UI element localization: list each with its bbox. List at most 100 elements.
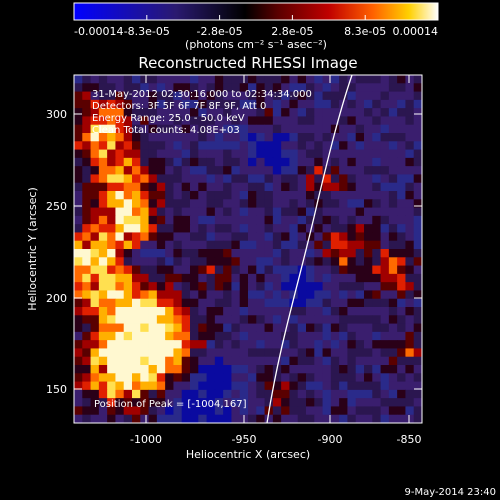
image-pixel	[264, 365, 274, 374]
image-pixel	[223, 75, 232, 84]
image-pixel	[181, 240, 191, 250]
image-pixel	[123, 157, 133, 167]
image-pixel	[297, 398, 307, 407]
image-pixel	[380, 108, 390, 117]
image-pixel	[322, 257, 332, 266]
image-pixel	[115, 99, 125, 109]
image-pixel	[339, 141, 348, 150]
image-pixel	[355, 290, 365, 300]
image-pixel	[289, 249, 299, 258]
image-pixel	[347, 398, 357, 407]
image-pixel	[98, 307, 108, 316]
image-pixel	[132, 290, 141, 300]
image-pixel	[198, 365, 207, 374]
image-pixel	[380, 141, 390, 150]
image-pixel	[82, 257, 91, 266]
image-pixel	[339, 215, 348, 225]
image-pixel	[248, 108, 257, 117]
image-pixel	[231, 373, 241, 382]
image-pixel	[256, 240, 265, 250]
image-pixel	[198, 149, 207, 159]
image-pixel	[264, 215, 274, 225]
image-pixel	[330, 389, 340, 399]
image-pixel	[156, 315, 166, 324]
image-pixel	[297, 265, 307, 275]
image-pixel	[107, 389, 116, 399]
image-pixel	[405, 182, 415, 192]
image-pixel	[231, 406, 241, 416]
image-pixel	[413, 398, 422, 407]
image-pixel	[281, 265, 290, 275]
image-pixel	[347, 191, 357, 200]
image-pixel	[330, 75, 340, 84]
image-pixel	[413, 265, 422, 275]
image-pixel	[107, 348, 116, 358]
image-pixel	[306, 307, 315, 316]
image-pixel	[173, 249, 183, 258]
image-pixel	[90, 348, 100, 358]
image-pixel	[289, 290, 299, 300]
image-pixel	[74, 141, 83, 150]
image-pixel	[322, 91, 332, 101]
image-pixel	[281, 207, 290, 217]
image-pixel	[82, 365, 91, 374]
image-pixel	[281, 257, 290, 266]
image-pixel	[123, 315, 133, 324]
image-pixel	[148, 298, 158, 308]
image-pixel	[322, 323, 332, 333]
image-pixel	[413, 307, 422, 316]
image-pixel	[256, 232, 265, 242]
image-pixel	[306, 398, 315, 407]
image-pixel	[156, 389, 166, 399]
image-pixel	[74, 398, 83, 407]
image-pixel	[322, 224, 332, 233]
image-pixel	[74, 356, 83, 366]
image-pixel	[314, 282, 323, 291]
image-pixel	[314, 365, 323, 374]
image-pixel	[214, 91, 224, 101]
image-pixel	[248, 331, 257, 341]
image-pixel	[248, 149, 257, 159]
colorbar-tick-label: -8.3e-05	[124, 25, 170, 38]
image-pixel	[82, 141, 91, 150]
image-pixel	[297, 91, 307, 101]
image-pixel	[223, 398, 232, 407]
image-pixel	[206, 149, 216, 159]
image-pixel	[198, 273, 207, 283]
image-pixel	[297, 323, 307, 333]
image-pixel	[281, 249, 290, 258]
image-pixel	[181, 108, 191, 117]
image-pixel	[330, 240, 340, 250]
image-pixel	[405, 116, 415, 126]
image-pixel	[364, 389, 373, 399]
image-pixel	[397, 199, 406, 208]
image-pixel	[314, 99, 323, 109]
image-pixel	[165, 91, 174, 101]
image-pixel	[306, 381, 315, 391]
image-pixel	[223, 174, 232, 184]
image-pixel	[148, 323, 158, 333]
plot-frame	[73, 74, 423, 424]
image-pixel	[405, 290, 415, 300]
image-pixel	[388, 141, 398, 150]
image-pixel	[355, 356, 365, 366]
image-pixel	[339, 290, 348, 300]
image-pixel	[90, 356, 100, 366]
image-pixel	[165, 365, 174, 374]
image-pixel	[74, 257, 83, 266]
image-pixel	[297, 141, 307, 150]
image-pixel	[330, 265, 340, 275]
image-pixel	[314, 116, 323, 126]
image-pixel	[364, 373, 373, 382]
image-pixel	[140, 199, 149, 208]
image-pixel	[306, 75, 315, 84]
image-pixel	[90, 398, 100, 407]
image-pixel	[173, 389, 183, 399]
image-pixel	[380, 149, 390, 159]
image-pixel	[140, 298, 149, 308]
image-pixel	[181, 91, 191, 101]
image-pixel	[132, 215, 141, 225]
image-pixel	[306, 224, 315, 233]
image-pixel	[231, 340, 241, 349]
image-pixel	[198, 215, 207, 225]
